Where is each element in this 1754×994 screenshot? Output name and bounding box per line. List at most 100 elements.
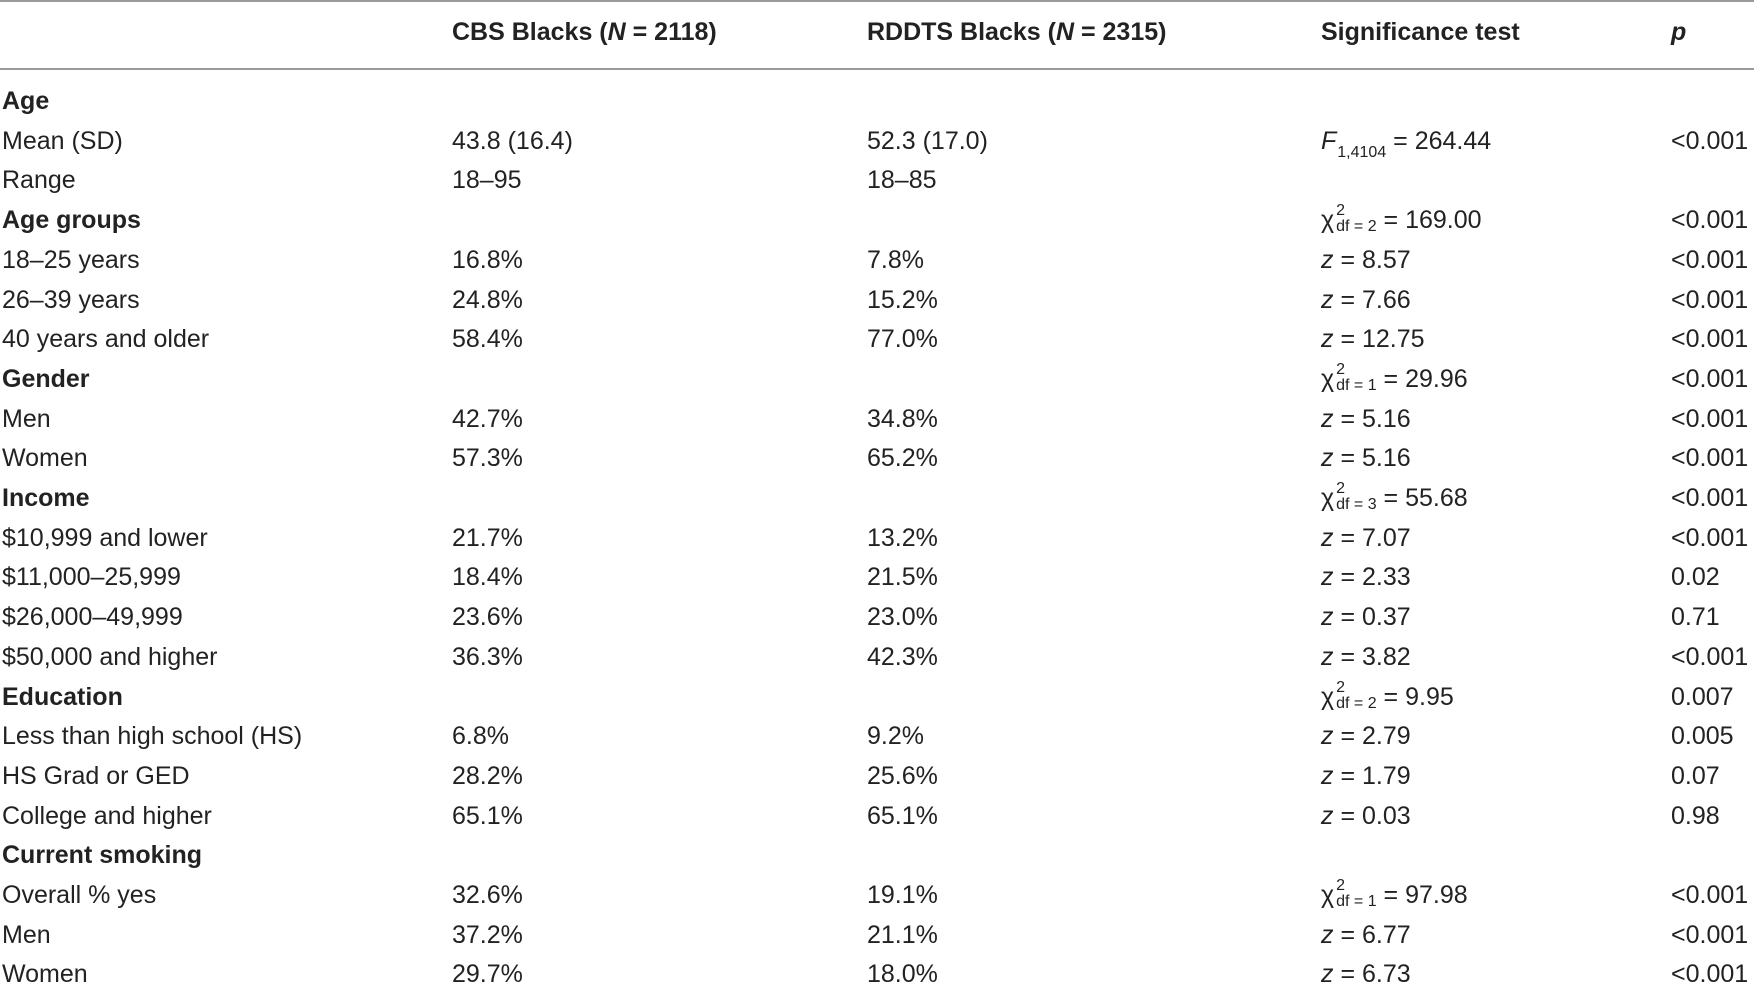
table-row: $10,999 and lower 21.7% 13.2% z = 7.07 <0.00… [0, 518, 1754, 558]
chi-scripts: 2 df = 3 [1336, 481, 1376, 513]
cbs-value: 57.3% [452, 444, 523, 473]
z-symbol: z [1321, 404, 1334, 433]
p-value: <0.001 [1671, 642, 1749, 671]
header-significance-col: Significance test [1321, 18, 1520, 46]
significance-test: z = 6.77 [1321, 915, 1411, 955]
table-header-row: CBS Blacks (N = 2118) RDDTS Blacks (N = … [0, 12, 1754, 52]
test-value: = 2.79 [1333, 722, 1411, 751]
p-value: <0.001 [1671, 285, 1749, 314]
row-label: 18–25 years [2, 245, 140, 274]
cbs-value: 18.4% [452, 563, 523, 592]
f-subscript: 1,4104 [1337, 143, 1387, 161]
row-label: Women [2, 444, 88, 473]
p-value: 0.007 [1671, 682, 1734, 711]
cbs-value: 21.7% [452, 523, 523, 552]
section-row: Gender χ 2 df = 1 = 29.96 <0.001 [0, 359, 1754, 399]
test-value: = 6.73 [1333, 960, 1411, 989]
test-value: = 9.95 [1376, 682, 1454, 711]
chi-subscript: df = 2 [1336, 694, 1377, 712]
table-header-rule [0, 68, 1754, 70]
significance-test: z = 7.66 [1321, 280, 1411, 320]
chi-superscript: 2 [1336, 877, 1346, 895]
chi-symbol: χ [1321, 682, 1335, 711]
section-label: Age [2, 87, 50, 115]
z-symbol: z [1321, 960, 1334, 989]
chi-subscript: df = 2 [1336, 218, 1377, 236]
p-value: <0.001 [1671, 206, 1749, 235]
row-label: 40 years and older [2, 325, 210, 354]
table-row: 18–25 years 16.8% 7.8% z = 8.57 <0.001 [0, 240, 1754, 280]
table-row: $26,000–49,999 23.6% 23.0% z = 0.37 0.71 [0, 597, 1754, 637]
chi-superscript: 2 [1336, 202, 1346, 220]
z-symbol: z [1321, 642, 1334, 671]
rddts-value: 18–85 [867, 166, 937, 195]
significance-test: χ 2 df = 1 = 29.96 [1321, 359, 1468, 399]
test-value: = 0.37 [1333, 603, 1411, 632]
table-row: $50,000 and higher 36.3% 42.3% z = 3.82 <0.0… [0, 637, 1754, 677]
header-p-col: p [1671, 18, 1687, 46]
table-row: Women 29.7% 18.0% z = 6.73 <0.001 [0, 954, 1754, 994]
chi-scripts: 2 df = 1 [1336, 878, 1376, 910]
z-symbol: z [1321, 801, 1334, 830]
section-row: Income χ 2 df = 3 = 55.68 <0.001 [0, 478, 1754, 518]
table-row: College and higher 65.1% 65.1% z = 0.03 0.98 [0, 796, 1754, 836]
table-row: HS Grad or GED 28.2% 25.6% z = 1.79 0.07 [0, 756, 1754, 796]
z-symbol: z [1321, 245, 1334, 274]
p-value: <0.001 [1671, 364, 1749, 393]
row-label: Men [2, 404, 51, 433]
p-value: <0.001 [1671, 126, 1749, 155]
significance-test: F1,4104 = 264.44 [1321, 121, 1491, 165]
chi-symbol: χ [1321, 206, 1335, 235]
row-label: HS Grad or GED [2, 761, 190, 790]
cbs-value: 36.3% [452, 642, 523, 671]
rddts-value: 15.2% [867, 285, 938, 314]
test-value: = 8.57 [1333, 245, 1411, 274]
p-value: <0.001 [1671, 245, 1749, 274]
significance-test: z = 5.16 [1321, 438, 1411, 478]
section-row: Age groups χ 2 df = 2 = 169.00 <0.001 [0, 200, 1754, 240]
p-value: <0.001 [1671, 920, 1749, 949]
test-value: = 169.00 [1376, 206, 1482, 235]
significance-test: z = 8.57 [1321, 240, 1411, 280]
row-label: $50,000 and higher [2, 642, 218, 671]
chi-symbol: χ [1321, 881, 1335, 909]
section-label: Education [2, 682, 123, 711]
significance-test: z = 0.03 [1321, 796, 1411, 836]
test-value: = 0.03 [1333, 801, 1411, 830]
chi-scripts: 2 df = 1 [1336, 362, 1376, 394]
p-value: <0.001 [1671, 444, 1749, 473]
z-symbol: z [1321, 325, 1334, 354]
p-value: 0.02 [1671, 563, 1720, 592]
section-row: Age [0, 81, 1754, 121]
table-row: Men 37.2% 21.1% z = 6.77 <0.001 [0, 915, 1754, 955]
row-label: Range [2, 166, 76, 195]
table-row: $11,000–25,999 18.4% 21.5% z = 2.33 0.02 [0, 557, 1754, 597]
cbs-value: 43.8 (16.4) [452, 126, 573, 155]
table-row: Overall % yes 32.6% 19.1% χ 2 df = 1 = 97.98 <… [0, 875, 1754, 915]
p-value: 0.98 [1671, 801, 1720, 830]
p-value: <0.001 [1671, 404, 1749, 433]
chi-subscript: df = 1 [1336, 893, 1377, 911]
significance-test: χ 2 df = 1 = 97.98 [1321, 875, 1468, 915]
rddts-value: 18.0% [867, 960, 938, 989]
significance-test: z = 0.37 [1321, 597, 1411, 637]
section-label: Income [2, 484, 90, 512]
test-value: = 6.77 [1333, 920, 1411, 949]
chi-superscript: 2 [1336, 678, 1346, 696]
test-value: = 264.44 [1386, 126, 1492, 155]
rddts-value: 34.8% [867, 404, 938, 433]
section-label: Gender [2, 364, 90, 393]
row-label: 26–39 years [2, 285, 140, 314]
test-value: = 7.07 [1333, 523, 1411, 552]
significance-test: z = 6.73 [1321, 954, 1411, 994]
cbs-value: 24.8% [452, 285, 523, 314]
cbs-value: 18–95 [452, 166, 522, 195]
test-value: = 1.79 [1333, 761, 1411, 790]
test-value: = 97.98 [1376, 881, 1468, 909]
p-value: 0.71 [1671, 603, 1720, 632]
significance-test: z = 1.79 [1321, 756, 1411, 796]
row-label: College and higher [2, 801, 212, 830]
header-cbs-col: CBS Blacks (N = 2118) [452, 18, 717, 46]
significance-test: z = 2.79 [1321, 716, 1411, 756]
significance-test: z = 12.75 [1321, 319, 1425, 359]
